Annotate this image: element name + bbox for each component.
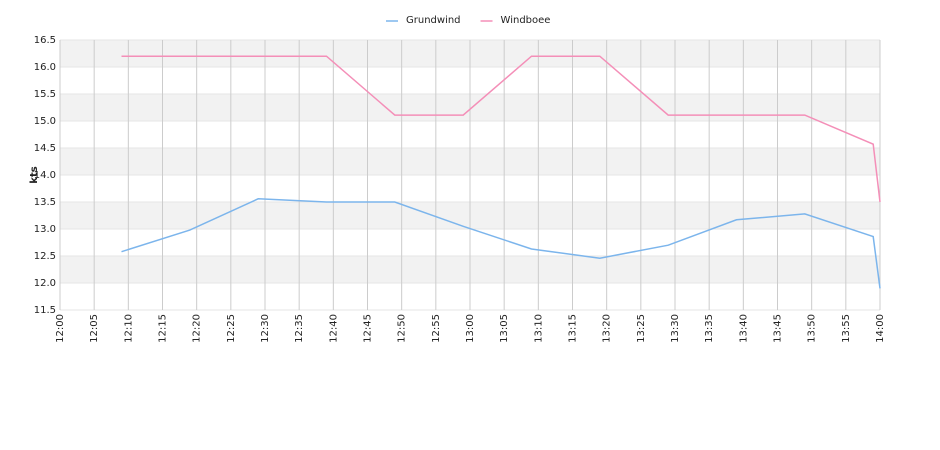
- y-tick-label: 14.0: [34, 170, 56, 181]
- x-tick-label: 12:00: [55, 314, 66, 343]
- x-tick-label: 12:55: [431, 314, 442, 343]
- y-tick-label: 11.5: [34, 305, 56, 316]
- x-tick-label: 13:20: [602, 314, 613, 343]
- y-tick-label: 13.0: [34, 224, 56, 235]
- x-tick-label: 13:55: [841, 314, 852, 343]
- x-tick-label: 12:25: [226, 314, 237, 343]
- x-tick-label: 13:00: [465, 314, 476, 343]
- x-tick-label: 13:15: [568, 314, 579, 343]
- y-tick-label: 12.0: [34, 278, 56, 289]
- legend-label: Windboee: [501, 15, 551, 26]
- x-tick-label: 13:50: [807, 314, 818, 343]
- y-axis-label: kts: [29, 166, 40, 183]
- x-tick-label: 12:20: [192, 314, 203, 343]
- x-tick-label: 12:45: [363, 314, 374, 343]
- x-tick-label: 13:05: [499, 314, 510, 343]
- x-tick-label: 14:00: [875, 314, 886, 343]
- x-tick-label: 13:35: [704, 314, 715, 343]
- x-tick-label: 13:45: [773, 314, 784, 343]
- x-tick-label: 13:10: [533, 314, 544, 343]
- x-tick-label: 13:25: [636, 314, 647, 343]
- x-tick-label: 12:15: [158, 314, 169, 343]
- x-tick-label: 13:40: [738, 314, 749, 343]
- x-tick-label: 12:35: [294, 314, 305, 343]
- x-tick-label: 12:30: [260, 314, 271, 343]
- y-tick-label: 12.5: [34, 251, 56, 262]
- y-tick-label: 15.5: [34, 89, 56, 100]
- y-tick-label: 15.0: [34, 116, 56, 127]
- series-line: [121, 198, 881, 289]
- x-tick-label: 12:05: [89, 314, 100, 343]
- x-tick-label: 12:40: [328, 314, 339, 343]
- x-tick-label: 12:50: [397, 314, 408, 343]
- y-tick-label: 14.5: [34, 143, 56, 154]
- series-line: [121, 55, 881, 203]
- x-tick-label: 12:10: [123, 314, 134, 343]
- legend-label: Grundwind: [406, 15, 461, 26]
- y-tick-label: 13.5: [34, 197, 56, 208]
- y-tick-label: 16.5: [34, 35, 56, 46]
- x-tick-label: 13:30: [670, 314, 681, 343]
- y-tick-label: 16.0: [34, 62, 56, 73]
